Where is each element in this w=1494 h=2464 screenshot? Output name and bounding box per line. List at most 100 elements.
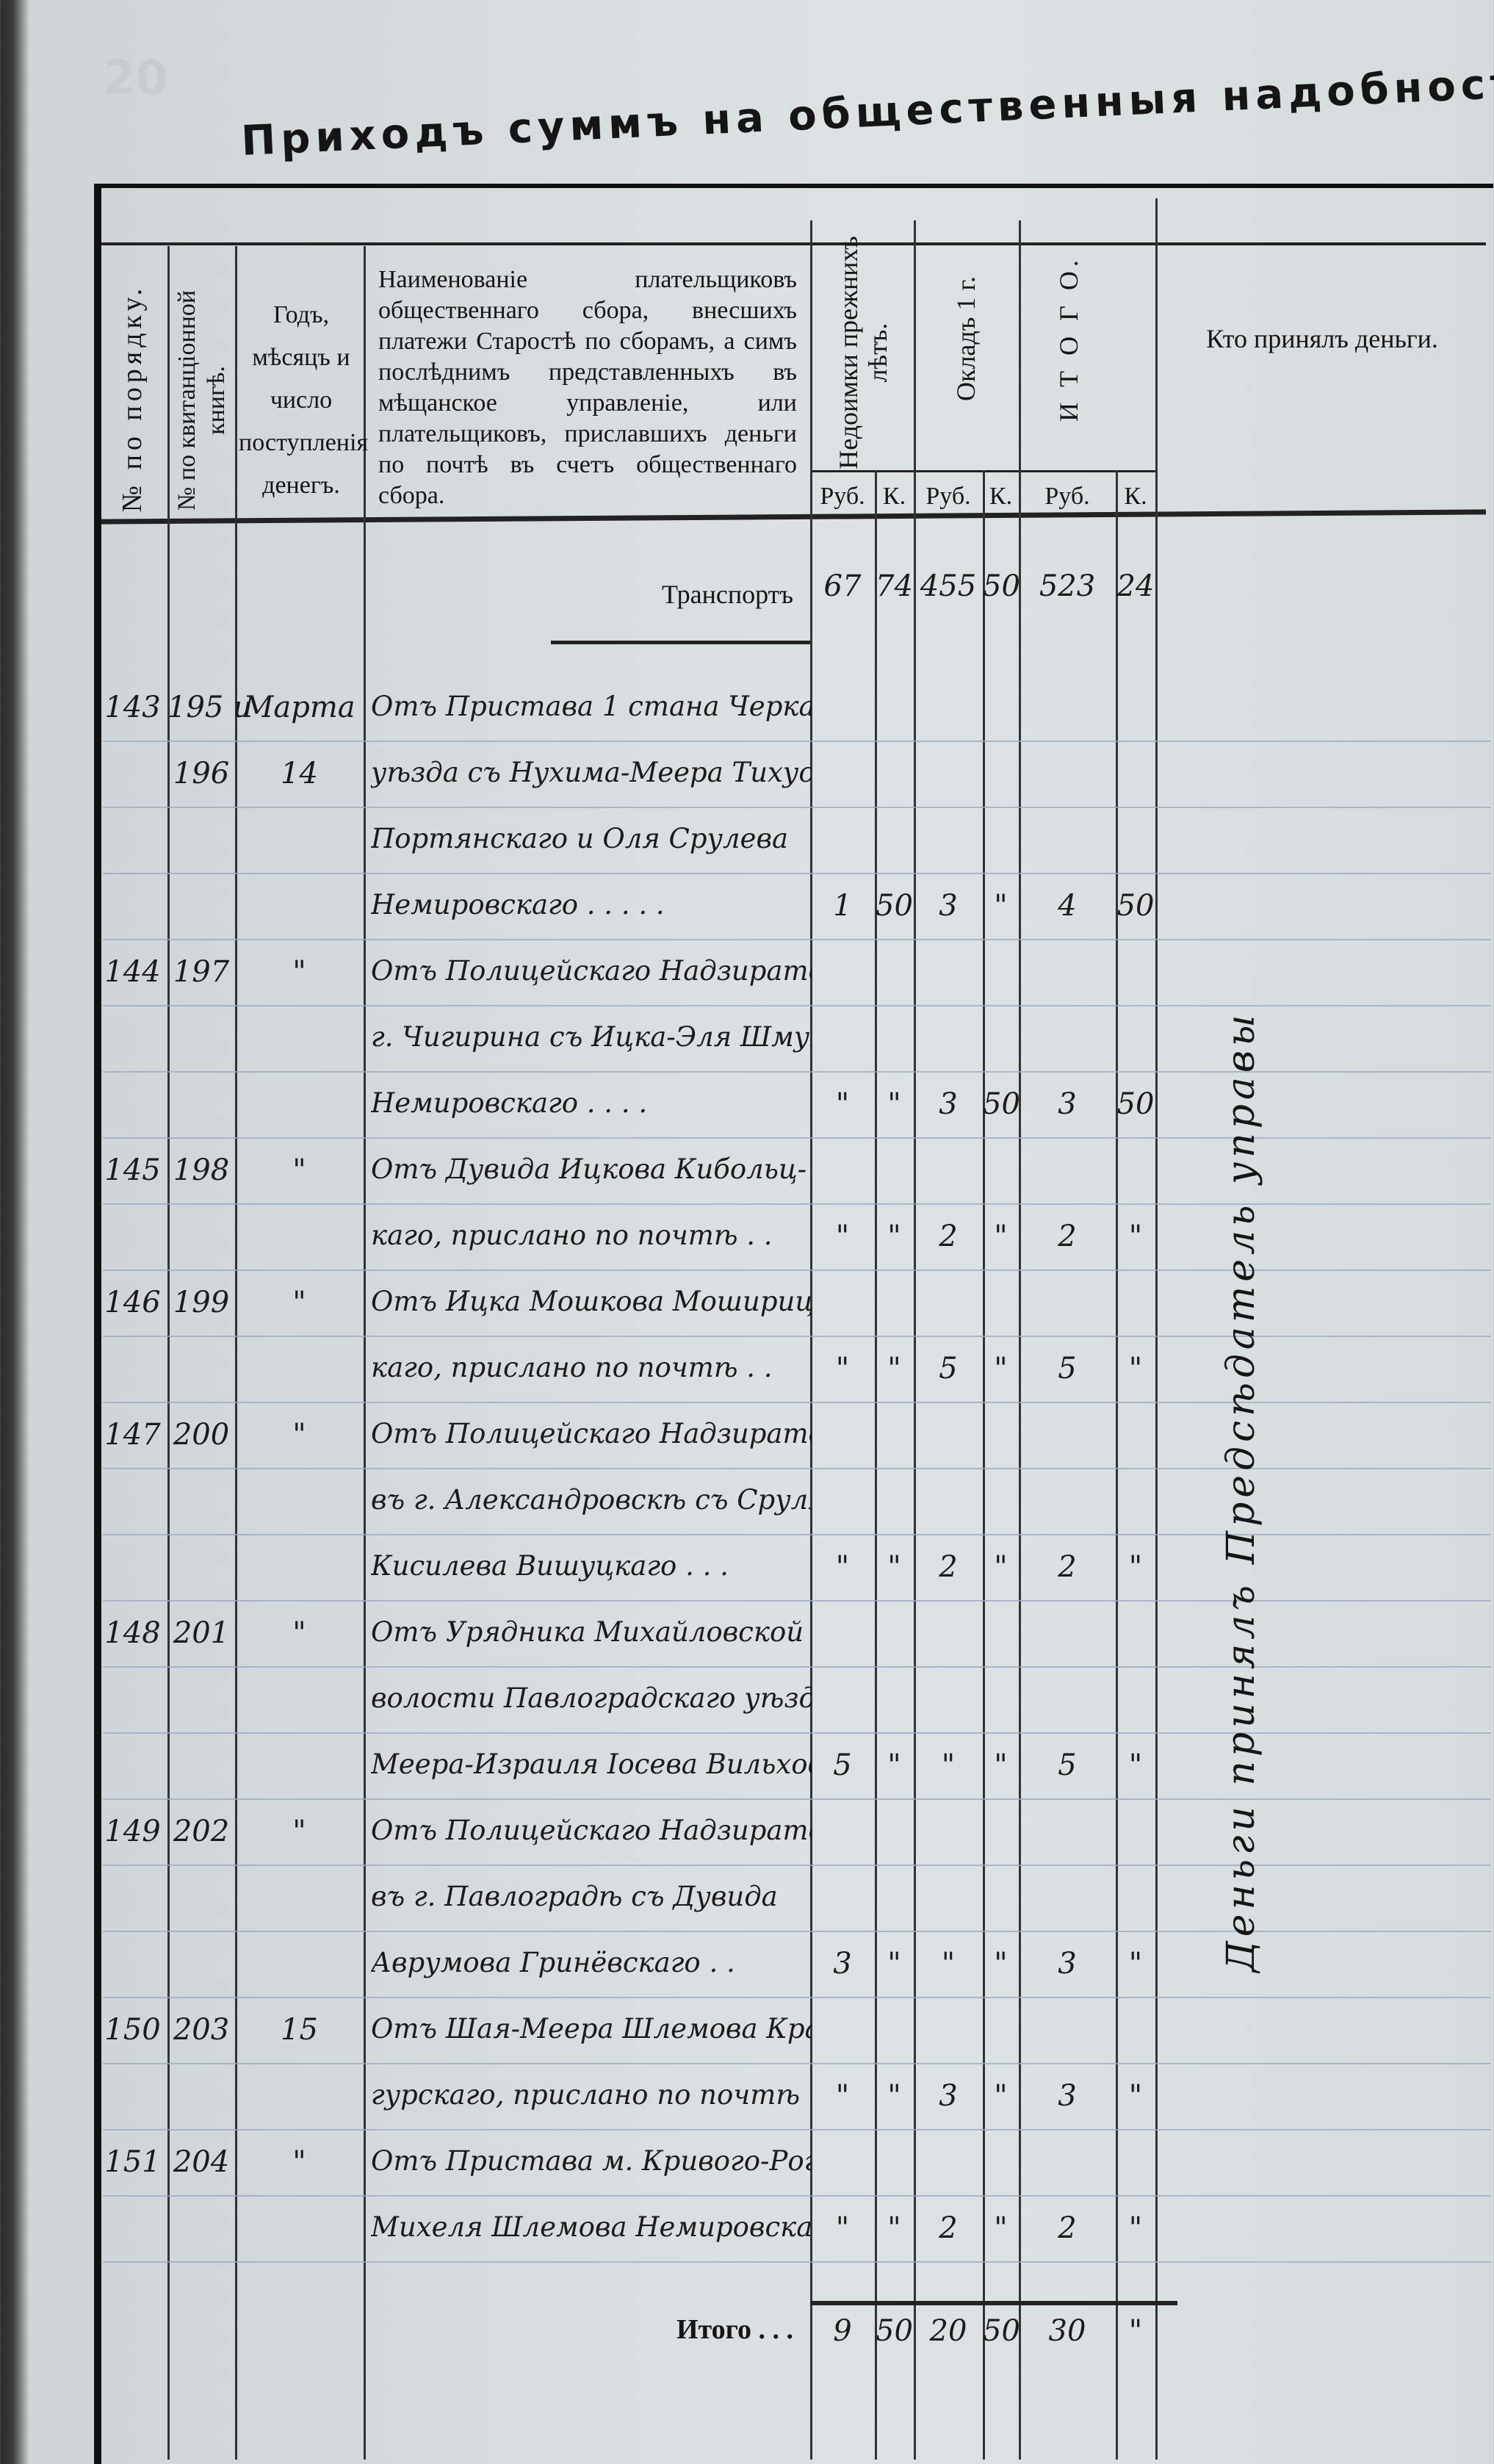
total-kop: 50 xyxy=(1116,1087,1155,1121)
ruled-line xyxy=(103,1203,1491,1205)
payer-text: Отъ Полицейскаго Надзирателя xyxy=(371,1815,812,1846)
payer-text: г. Чигирина съ Ицка-Эля Шмулева xyxy=(371,1021,812,1053)
ruled-line xyxy=(103,2261,1491,2263)
salary-rub: " xyxy=(941,1947,956,1981)
salary-kop: 50 xyxy=(983,1087,1020,1121)
salary-kop: " xyxy=(994,1220,1008,1253)
col-divider xyxy=(1155,198,1158,2460)
receipt-number: 195 и xyxy=(167,691,252,724)
total-kop: " xyxy=(1128,1550,1143,1584)
ruled-line xyxy=(103,1137,1491,1139)
total-rub: 3 xyxy=(1058,2079,1077,2113)
arrears-rub: " xyxy=(835,2079,850,2113)
header-total-kop: К. xyxy=(1124,483,1147,510)
total-rub: 3 xyxy=(1058,1087,1077,1121)
col-divider xyxy=(1019,220,1021,2460)
page-title: Приходъ суммъ на общественныя надобности… xyxy=(240,57,1494,166)
entry-number: 150 xyxy=(104,2013,161,2047)
salary-kop: " xyxy=(994,2079,1008,2113)
header-received-by: Кто принялъ деньги. xyxy=(1206,324,1438,353)
arrears-rub: " xyxy=(835,1550,850,1584)
arrears-kop: " xyxy=(887,2211,901,2245)
header-order-no: № по порядку. xyxy=(117,284,148,513)
ruled-line xyxy=(103,1600,1491,1602)
receipt-number: 199 xyxy=(173,1286,230,1319)
header-salary-kop: К. xyxy=(989,483,1013,510)
total-kop: " xyxy=(1128,1947,1143,1981)
payer-text: Михеля Шлемова Немировскаго xyxy=(371,2211,812,2243)
ruled-line xyxy=(103,1534,1491,1535)
receipt-number: 196 xyxy=(173,757,230,790)
payer-text: Отъ Дувида Ицкова Кибольц- xyxy=(371,1153,807,1185)
receipt-number: 198 xyxy=(173,1153,230,1187)
arrears-kop: " xyxy=(887,1087,901,1121)
payer-text: уѣзда съ Нухима-Меера Тихусова xyxy=(371,757,812,788)
col-divider xyxy=(235,246,237,2460)
totals-rule xyxy=(810,2301,1177,2305)
payer-text: въ г. Павлоградѣ съ Дувида xyxy=(371,1881,778,1912)
receipt-number: 202 xyxy=(173,1815,230,1848)
entry-date: " xyxy=(292,1616,306,1650)
entry-date: " xyxy=(292,955,306,989)
salary-rub: 3 xyxy=(939,1087,958,1121)
received-by-note: Деньги принялъ Предсѣдатель управы xyxy=(1219,1010,1263,1973)
entry-number: 151 xyxy=(104,2145,161,2179)
receipt-number: 197 xyxy=(173,955,230,989)
transport-arrears-kop: 74 xyxy=(876,569,913,603)
header-arrears-rub: Руб. xyxy=(820,483,865,510)
total-rub: 2 xyxy=(1058,2211,1077,2245)
arrears-rub: " xyxy=(835,1087,850,1121)
receipt-number: 200 xyxy=(173,1418,230,1452)
col-divider xyxy=(1116,470,1118,2460)
payer-text: Немировскаго . . . . . xyxy=(371,889,665,921)
ruled-line xyxy=(103,1732,1491,1734)
entry-number: 144 xyxy=(104,955,161,989)
header-total: И Т О Г О. xyxy=(1054,256,1083,422)
transport-total-kop: 24 xyxy=(1116,569,1155,603)
col-divider xyxy=(810,220,812,2460)
header-salary-rub: Руб. xyxy=(925,483,971,510)
total-kop: " xyxy=(1128,2211,1143,2245)
entry-date: 15 xyxy=(281,2013,318,2047)
header-arrears: Недоимки прежнихъ лѣтъ. xyxy=(834,236,892,469)
total-rub: 5 xyxy=(1058,1352,1077,1386)
entry-date: " xyxy=(292,1815,306,1848)
payer-text: каго, прислано по почтѣ . . xyxy=(371,1352,773,1383)
arrears-kop: " xyxy=(887,2079,901,2113)
ruled-line xyxy=(103,1997,1491,1998)
arrears-kop: 50 xyxy=(876,889,913,923)
totals-salary-rub: 20 xyxy=(929,2314,967,2348)
total-rub: 3 xyxy=(1058,1947,1077,1981)
totals-total-rub: 30 xyxy=(1048,2314,1086,2348)
total-kop: " xyxy=(1128,1220,1143,1253)
entry-date: 14 xyxy=(281,757,318,790)
ruled-line xyxy=(103,1402,1491,1403)
total-rub: 2 xyxy=(1058,1220,1077,1253)
ruled-line xyxy=(103,1931,1491,1932)
payer-text: волости Павлоградскаго уѣзда съ xyxy=(371,1682,812,1714)
col-divider xyxy=(364,246,366,2460)
transport-salary-rub: 455 xyxy=(920,569,977,603)
payer-text: гурскаго, прислано по почтѣ . xyxy=(371,2079,812,2111)
col-divider xyxy=(167,246,170,2460)
payer-text: Отъ Ицка Мошкова Мошириц- xyxy=(371,1286,812,1317)
totals-arrears-kop: 50 xyxy=(876,2314,913,2348)
payer-text: Портянскаго и Оля Срулева xyxy=(371,823,789,854)
total-rub: 2 xyxy=(1058,1550,1077,1584)
salary-rub: 5 xyxy=(939,1352,958,1386)
entry-date: " xyxy=(292,1286,306,1319)
total-kop: " xyxy=(1128,1748,1143,1782)
payer-text: Отъ Урядника Михайловской xyxy=(371,1616,804,1648)
arrears-kop: " xyxy=(887,1947,901,1981)
entry-number: 148 xyxy=(104,1616,161,1650)
transport-salary-kop: 50 xyxy=(983,569,1020,603)
header-salary: Окладъ 1 г. xyxy=(951,275,981,402)
totals-total-kop: " xyxy=(1128,2314,1143,2348)
ruled-line xyxy=(103,873,1491,874)
entry-number: 145 xyxy=(104,1153,161,1187)
ruled-line xyxy=(103,1071,1491,1073)
page-number: 20 xyxy=(103,51,169,106)
receipt-number: 201 xyxy=(173,1616,230,1650)
payer-text: Отъ Пристава м. Кривого-Рога съ xyxy=(371,2145,812,2177)
salary-kop: " xyxy=(994,1550,1008,1584)
